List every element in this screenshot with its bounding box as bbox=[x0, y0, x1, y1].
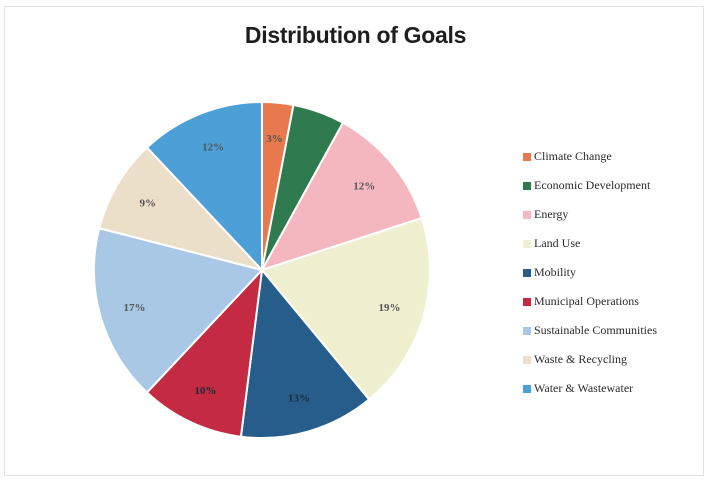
pie-data-label-2: 12% bbox=[353, 180, 375, 192]
legend-label-1: Economic Development bbox=[534, 178, 651, 192]
legend-label-2: Energy bbox=[534, 207, 569, 221]
legend-item-4: Mobility bbox=[523, 258, 708, 287]
pie-slice-7 bbox=[98, 146, 266, 272]
legend-swatch-7 bbox=[523, 355, 531, 364]
legend-label-4: Mobility bbox=[534, 265, 577, 279]
pie-data-label-6: 17% bbox=[124, 302, 146, 314]
chart-legend: Climate Change Economic Development Energy… bbox=[523, 142, 708, 403]
legend-swatch-3 bbox=[523, 239, 531, 248]
pie-slice-2 bbox=[259, 121, 424, 272]
pie-data-label-3: 19% bbox=[379, 302, 401, 314]
pie-slice-6 bbox=[93, 227, 264, 394]
legend-item-6: Sustainable Communities bbox=[523, 316, 708, 345]
pie-slice-5 bbox=[145, 267, 264, 438]
legend-label-7: Waste & Recycling bbox=[534, 352, 628, 366]
legend-swatch-0 bbox=[523, 152, 531, 161]
pie-slice-4 bbox=[239, 267, 371, 440]
legend-swatch-1 bbox=[523, 181, 531, 190]
legend-item-0: Climate Change bbox=[523, 142, 708, 171]
legend-label-6: Sustainable Communities bbox=[534, 323, 657, 337]
pie-slice-3 bbox=[260, 216, 432, 401]
pie-data-label-7: 9% bbox=[140, 197, 157, 209]
legend-item-2: Energy bbox=[523, 200, 708, 229]
legend-swatch-5 bbox=[523, 297, 531, 306]
pie-data-label-5: 10% bbox=[195, 385, 217, 397]
legend-item-1: Economic Development bbox=[523, 171, 708, 200]
pie-data-label-8: 12% bbox=[202, 142, 224, 154]
legend-label-3: Land Use bbox=[534, 236, 581, 250]
legend-label-8: Water & Wastewater bbox=[534, 381, 634, 395]
legend-swatch-6 bbox=[523, 326, 531, 335]
legend-label-5: Municipal Operations bbox=[534, 294, 639, 308]
legend-item-3: Land Use bbox=[523, 229, 708, 258]
legend-item-8: Water & Wastewater bbox=[523, 374, 708, 403]
legend-swatch-2 bbox=[523, 210, 531, 219]
pie-slice-8 bbox=[145, 100, 263, 273]
chart-title: Distribution of Goals bbox=[244, 22, 467, 48]
pie-data-label-0: 3% bbox=[266, 133, 283, 145]
legend-item-5: Municipal Operations bbox=[523, 287, 708, 316]
legend-swatch-4 bbox=[523, 268, 531, 277]
legend-label-0: Climate Change bbox=[534, 149, 612, 163]
pie-data-label-4: 13% bbox=[288, 393, 310, 405]
legend-swatch-8 bbox=[523, 384, 531, 393]
legend-item-7: Waste & Recycling bbox=[523, 345, 708, 374]
